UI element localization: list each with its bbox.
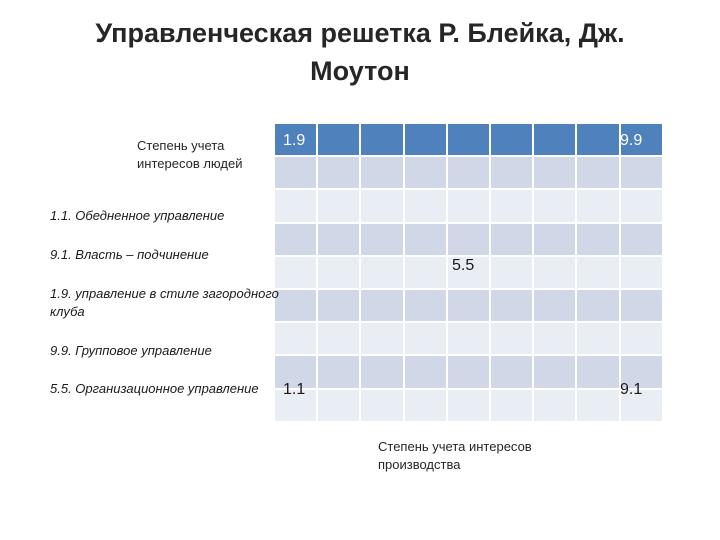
grid-cell <box>577 124 619 156</box>
grid-cell <box>490 356 533 388</box>
grid-cell <box>620 190 662 222</box>
style-item-9-1: 9.1. Власть – подчинение <box>50 247 209 262</box>
grid-cell <box>620 389 662 421</box>
grid-cell <box>620 289 662 322</box>
grid-cell <box>318 289 360 322</box>
grid-cell <box>490 256 533 288</box>
grid-cell <box>275 289 317 322</box>
grid-cell <box>361 389 403 421</box>
grid-cell <box>447 323 489 355</box>
grid-cell <box>275 190 317 222</box>
grid-cell <box>534 190 576 222</box>
grid-cell <box>620 157 662 189</box>
grid-cell <box>577 157 619 189</box>
grid-cell <box>620 256 662 288</box>
grid-cell <box>404 289 446 322</box>
grid-cell <box>577 389 619 421</box>
grid-cell <box>447 190 489 222</box>
grid-cell <box>620 323 662 355</box>
grid-cell <box>620 124 662 156</box>
grid-cell <box>361 190 403 222</box>
grid-cell <box>490 289 533 322</box>
grid-cell <box>490 157 533 189</box>
grid-cell <box>275 356 317 388</box>
grid-cell <box>534 389 576 421</box>
y-axis-label: Степень учета интересов людей <box>137 138 243 171</box>
grid-cell <box>361 157 403 189</box>
grid-label-center: 5.5 <box>452 257 475 274</box>
grid-cell <box>361 124 403 156</box>
grid-cell <box>318 124 360 156</box>
grid-cell <box>404 323 446 355</box>
grid-cell <box>577 289 619 322</box>
title-line-2: Моутон <box>310 56 410 86</box>
grid-cell <box>404 223 446 255</box>
grid-cell <box>577 356 619 388</box>
x-axis-label: Степень учета интересов производства <box>378 439 532 472</box>
grid-cell <box>447 256 489 288</box>
grid-cell <box>490 223 533 255</box>
grid-label-bottom-right: 9.1 <box>620 381 643 398</box>
grid-cell <box>620 356 662 388</box>
grid-cell <box>404 389 446 421</box>
grid-cell <box>534 256 576 288</box>
style-item-1-9: 1.9. управление в стиле загородного клуб… <box>50 286 279 319</box>
style-item-9-9: 9.9. Групповое управление <box>50 343 212 358</box>
grid-cell <box>490 190 533 222</box>
grid-cell <box>490 124 533 156</box>
grid-cell <box>534 124 576 156</box>
grid-cell <box>534 356 576 388</box>
grid-cell <box>534 323 576 355</box>
title-line-1: Управленческая решетка Р. Блейка, Дж. <box>95 18 625 48</box>
grid-cell <box>318 356 360 388</box>
grid-cell <box>490 389 533 421</box>
grid-cell <box>490 323 533 355</box>
grid-cell <box>404 124 446 156</box>
grid-cell <box>577 190 619 222</box>
grid-cell <box>620 223 662 255</box>
grid-cell <box>447 356 489 388</box>
style-item-1-1: 1.1. Обедненное управление <box>50 208 225 223</box>
grid-cell <box>404 256 446 288</box>
grid-cell <box>447 389 489 421</box>
grid-cell <box>361 223 403 255</box>
grid-cell <box>404 157 446 189</box>
grid-cell <box>275 157 317 189</box>
grid-cell <box>577 256 619 288</box>
grid-cell <box>318 157 360 189</box>
grid-cell <box>577 323 619 355</box>
grid-label-top-left: 1.9 <box>283 132 306 149</box>
grid-cell <box>577 223 619 255</box>
grid-cell <box>318 223 360 255</box>
grid-cell <box>318 190 360 222</box>
grid-cell <box>275 223 317 255</box>
grid-cell <box>447 124 489 156</box>
grid-cell <box>318 323 360 355</box>
style-item-5-5: 5.5. Организационное управление <box>50 381 259 396</box>
grid-cell <box>275 124 317 156</box>
grid-cell <box>534 223 576 255</box>
grid-cell <box>534 289 576 322</box>
grid-cell <box>447 223 489 255</box>
grid-label-bottom-left: 1.1 <box>283 381 306 398</box>
grid-cell <box>318 389 360 421</box>
managerial-grid <box>275 124 662 421</box>
grid-cell <box>361 356 403 388</box>
grid-cell <box>447 289 489 322</box>
grid-label-top-right: 9.9 <box>620 132 643 149</box>
grid-cell <box>318 256 360 288</box>
grid-cell <box>447 157 489 189</box>
grid-cell <box>361 289 403 322</box>
grid-cell <box>275 256 317 288</box>
grid-cell <box>275 323 317 355</box>
grid-cell <box>361 256 403 288</box>
grid-cell <box>275 389 317 421</box>
grid-cell <box>361 323 403 355</box>
page-title: Управленческая решетка Р. Блейка, Дж. Мо… <box>40 14 680 90</box>
grid-cell <box>404 190 446 222</box>
grid-cell <box>404 356 446 388</box>
grid-cell <box>534 157 576 189</box>
